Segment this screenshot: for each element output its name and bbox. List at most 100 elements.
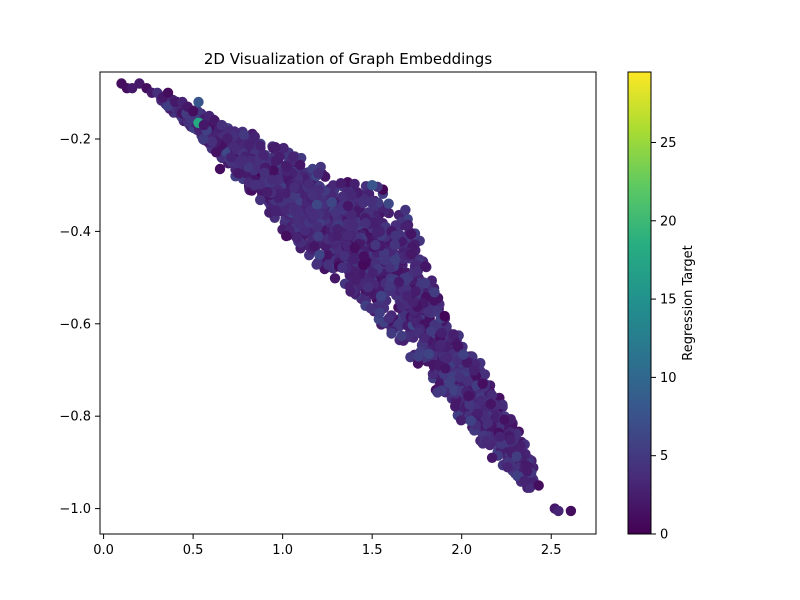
y-tick-label: −0.2: [59, 132, 91, 147]
scatter-point: [342, 200, 354, 212]
scatter-point: [197, 134, 209, 145]
y-tick-label: −0.6: [59, 317, 91, 332]
scatter-point: [505, 434, 516, 446]
scatter-point: [332, 230, 343, 241]
scatter-point: [396, 330, 407, 342]
scatter-point: [249, 179, 261, 190]
scatter-point: [337, 262, 348, 273]
scatter-point: [211, 147, 222, 158]
scatter-point: [339, 250, 350, 262]
scatter-point: [281, 230, 292, 242]
scatter-point: [249, 131, 260, 142]
scatter-point: [486, 390, 498, 401]
scatter-point: [485, 398, 496, 410]
scatter-point: [454, 372, 465, 383]
scatter-point: [481, 436, 492, 447]
scatter-point: [329, 273, 341, 284]
scatter-point: [511, 451, 522, 462]
scatter-point: [337, 191, 349, 202]
colorbar: 0 5 10 15 20 25 Regression Target: [627, 71, 696, 543]
scatter-point: [465, 415, 476, 426]
scatter-point: [330, 208, 341, 219]
scatter-point: [270, 142, 281, 153]
scatter-point: [477, 378, 488, 389]
scatter-point: [367, 180, 378, 191]
scatter-point: [436, 327, 448, 339]
scatter-point: [222, 133, 233, 144]
scatter-point: [429, 295, 440, 306]
x-tick-label: 2.5: [541, 543, 562, 558]
scatter-point: [450, 401, 461, 412]
scatter-point: [372, 227, 383, 238]
scatter-point: [365, 303, 376, 314]
colorbar-gradient: [628, 72, 651, 534]
scatter-point: [370, 239, 381, 251]
scatter-point: [262, 186, 273, 198]
scatter-point: [448, 329, 459, 340]
chart-title: 2D Visualization of Graph Embeddings: [204, 50, 492, 68]
scatter-point: [238, 129, 250, 140]
scatter-point: [273, 192, 284, 203]
scatter-point: [313, 231, 324, 242]
scatter-point: [374, 307, 385, 318]
scatter-point: [435, 339, 446, 350]
scatter-point: [519, 475, 530, 487]
scatter-point: [482, 417, 493, 429]
scatter-point: [386, 328, 397, 339]
scatter-point: [326, 197, 337, 208]
scatter-point: [419, 332, 430, 343]
x-tick-label: 0.0: [93, 543, 114, 558]
scatter-point: [350, 274, 361, 285]
scatter-point: [358, 251, 369, 262]
x-tick-label: 1.0: [272, 543, 293, 558]
scatter-point: [303, 178, 315, 190]
scatter-point: [452, 341, 464, 352]
scatter-point: [349, 242, 360, 253]
scatter-point: [565, 505, 577, 517]
scatter-point: [383, 198, 394, 209]
scatter-point: [311, 259, 322, 270]
scatter-point: [162, 87, 174, 99]
scatter-point: [405, 352, 416, 363]
scatter-point: [366, 196, 377, 207]
plot-frame: [99, 71, 597, 535]
scatter-point: [309, 241, 320, 252]
colorbar-tick-label: 5: [660, 449, 668, 464]
scatter-point: [432, 387, 443, 398]
scatter-point: [206, 136, 218, 147]
scatter-point: [346, 209, 357, 220]
scatter-point: [494, 431, 506, 442]
scatter-point: [322, 259, 334, 270]
colorbar-tick-label: 25: [660, 136, 677, 151]
scatter-point: [346, 189, 357, 200]
x-tick-label: 0.5: [183, 543, 204, 558]
scatter-point: [289, 182, 300, 193]
scatter-point: [225, 152, 237, 163]
y-tick-label: −0.8: [59, 410, 91, 425]
scatter-point: [244, 139, 255, 151]
scatter-point: [383, 313, 395, 324]
scatter-point: [423, 348, 435, 360]
colorbar-tick-label: 20: [660, 214, 677, 229]
scatter-point: [407, 296, 419, 308]
scatter-points: [116, 78, 577, 517]
scatter-point: [402, 220, 413, 232]
colorbar-tick-label: 10: [660, 371, 677, 386]
scatter-point: [307, 189, 318, 201]
y-tick-label: −0.4: [59, 225, 91, 240]
scatter-point: [214, 163, 226, 175]
scatter-point: [522, 466, 533, 477]
scatter-point: [308, 209, 319, 221]
scatter-point: [270, 155, 282, 167]
scatter-point: [406, 229, 417, 240]
x-tick-label: 1.5: [362, 543, 383, 558]
scatter-point: [287, 151, 298, 162]
y-axis: −0.2 −0.4 −0.6 −0.8 −1.0: [59, 132, 100, 517]
scatter-point: [442, 353, 453, 364]
scatter-point: [187, 106, 199, 117]
colorbar-ticks: 0 5 10 15 20 25: [651, 136, 677, 543]
scatter-point: [389, 239, 400, 250]
scatter-point: [313, 168, 324, 179]
scatter-point: [375, 290, 387, 302]
